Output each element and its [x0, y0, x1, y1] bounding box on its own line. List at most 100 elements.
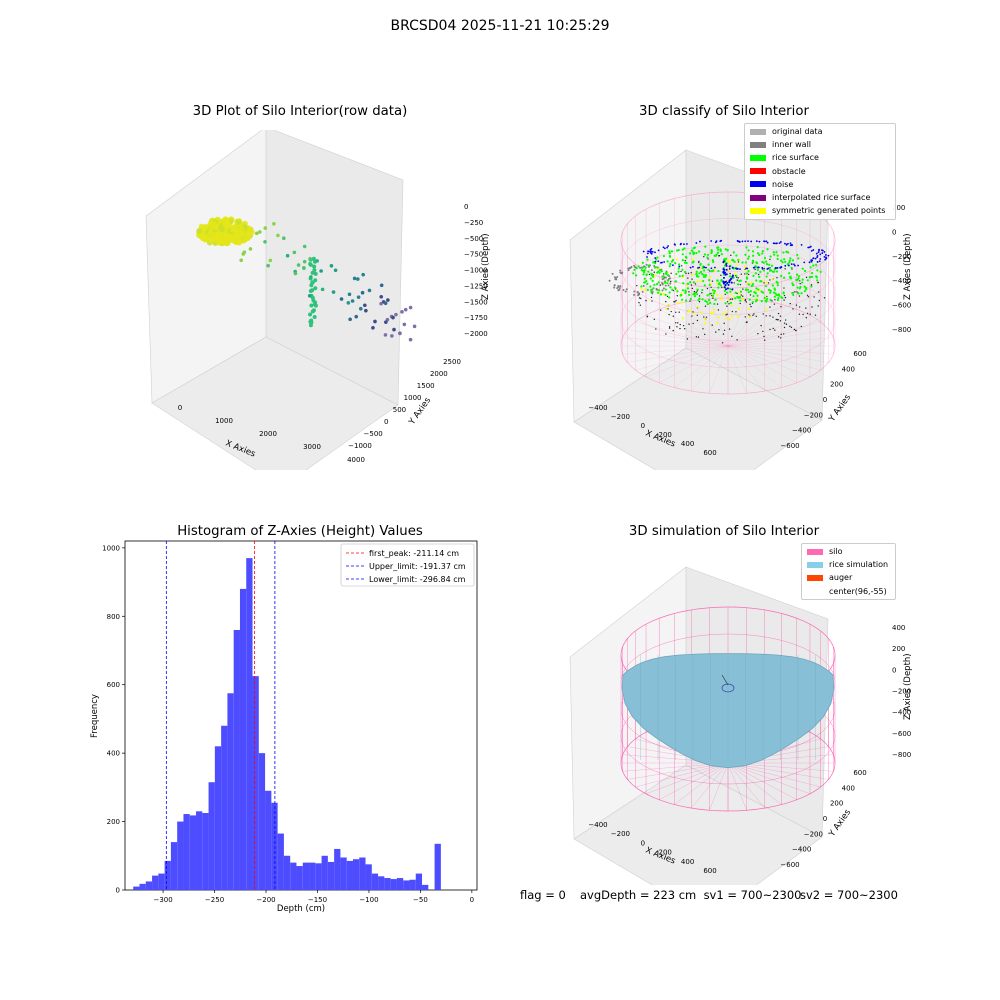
- classify-x-tick-label: 600: [703, 449, 716, 457]
- classify-point: [765, 275, 768, 278]
- raw-point: [239, 229, 246, 236]
- classify-point: [810, 272, 814, 275]
- classify-point: [756, 252, 760, 255]
- histogram-bar: [158, 873, 165, 890]
- classify-point: [760, 324, 762, 327]
- histogram-y-tick-label: 0: [116, 887, 120, 895]
- classify-point: [790, 263, 793, 266]
- classify-point: [736, 283, 740, 286]
- classify-z-label: Z Axies (Depth): [903, 233, 913, 300]
- classify-point: [703, 333, 706, 336]
- classify-point: [667, 308, 669, 310]
- classify-point: [680, 242, 682, 245]
- classify-point: [705, 316, 708, 318]
- histogram-bar: [283, 855, 291, 890]
- classify-point: [635, 274, 638, 277]
- classify-point: [785, 323, 788, 325]
- classify-point: [823, 297, 826, 299]
- classify-point: [761, 267, 764, 270]
- classify-point: [674, 262, 677, 265]
- classify-z-tick-label: −600: [892, 302, 911, 310]
- classify-point: [806, 294, 809, 296]
- classify-point: [731, 266, 734, 269]
- classify-point: [698, 272, 701, 275]
- classify-point: [741, 240, 744, 243]
- classify-point: [697, 267, 699, 269]
- classify-point: [653, 265, 656, 268]
- classify-point: [670, 280, 672, 283]
- classify-point: [695, 293, 699, 296]
- classify-point: [655, 328, 657, 330]
- classify-point: [782, 251, 785, 254]
- histogram-bar: [334, 848, 341, 890]
- classify-point: [645, 299, 647, 302]
- sv2-text: sv2 = 700~2300: [800, 888, 898, 902]
- classify-point: [775, 293, 778, 296]
- legend-label: rice simulation: [829, 560, 889, 570]
- classify-point: [784, 260, 787, 263]
- classify-point: [691, 287, 694, 290]
- classify-point: [684, 259, 686, 262]
- classify-point: [657, 281, 660, 284]
- classify-point: [678, 311, 680, 313]
- classify-point: [746, 288, 750, 291]
- classify-point: [646, 252, 649, 255]
- legend-swatch: [750, 207, 766, 214]
- classify-point: [686, 282, 690, 285]
- raw-point: [319, 269, 323, 273]
- classify-point: [757, 332, 759, 335]
- classify-point: [773, 270, 776, 273]
- classify-point: [773, 303, 776, 305]
- classify-point: [668, 327, 671, 329]
- classify-point: [723, 286, 726, 289]
- legend-item: obstacle: [750, 165, 806, 178]
- classify-point: [731, 310, 734, 313]
- classify-point: [724, 280, 727, 283]
- raw-point: [356, 277, 360, 281]
- raw-point: [408, 337, 413, 342]
- classify-point: [677, 248, 680, 252]
- legend-label: center(96,-55): [829, 586, 887, 596]
- classify-point: [664, 293, 667, 297]
- histogram-bar: [189, 815, 197, 890]
- simulation-z-tick-label: 400: [892, 624, 905, 632]
- classify-point: [736, 292, 738, 295]
- classify-legend: original data inner wall rice surface obsta…: [744, 123, 896, 220]
- classify-point: [701, 292, 703, 294]
- raw-point: [258, 230, 262, 234]
- classify-point: [808, 261, 811, 264]
- classify-point: [814, 275, 818, 278]
- classify-point: [659, 293, 663, 296]
- histogram-x-tick-label: −250: [205, 896, 224, 904]
- classify-point: [726, 301, 729, 303]
- classify-point: [761, 250, 764, 253]
- classify-point: [714, 266, 716, 269]
- classify-point: [779, 320, 782, 322]
- classify-point: [729, 301, 733, 304]
- classify-point: [762, 330, 764, 333]
- classify-point: [754, 289, 758, 293]
- simulation-x-tick-label: 400: [681, 858, 694, 866]
- classify-point: [704, 305, 707, 307]
- classify-point: [729, 298, 732, 300]
- classify-point: [717, 246, 720, 249]
- classify-point: [817, 281, 820, 284]
- classify-point: [625, 288, 628, 291]
- classify-point: [782, 291, 785, 294]
- histogram-bar: [371, 873, 379, 890]
- classify-point: [619, 269, 622, 272]
- classify-point: [688, 293, 691, 296]
- classify-point: [703, 255, 705, 258]
- classify-point: [737, 258, 740, 262]
- classify-point: [613, 286, 616, 289]
- classify-point: [697, 250, 701, 253]
- classify-point: [739, 290, 743, 293]
- classify-point: [803, 269, 807, 273]
- classify-point: [664, 288, 668, 291]
- raw-point: [201, 235, 208, 242]
- classify-point: [739, 283, 742, 286]
- classify-z-tick-label: −400: [892, 277, 911, 285]
- histogram-y-ticks: 0 200 400 600 800 1000: [102, 544, 125, 895]
- classify-point: [771, 300, 773, 302]
- raw-x-tick-label: 1000: [215, 417, 233, 425]
